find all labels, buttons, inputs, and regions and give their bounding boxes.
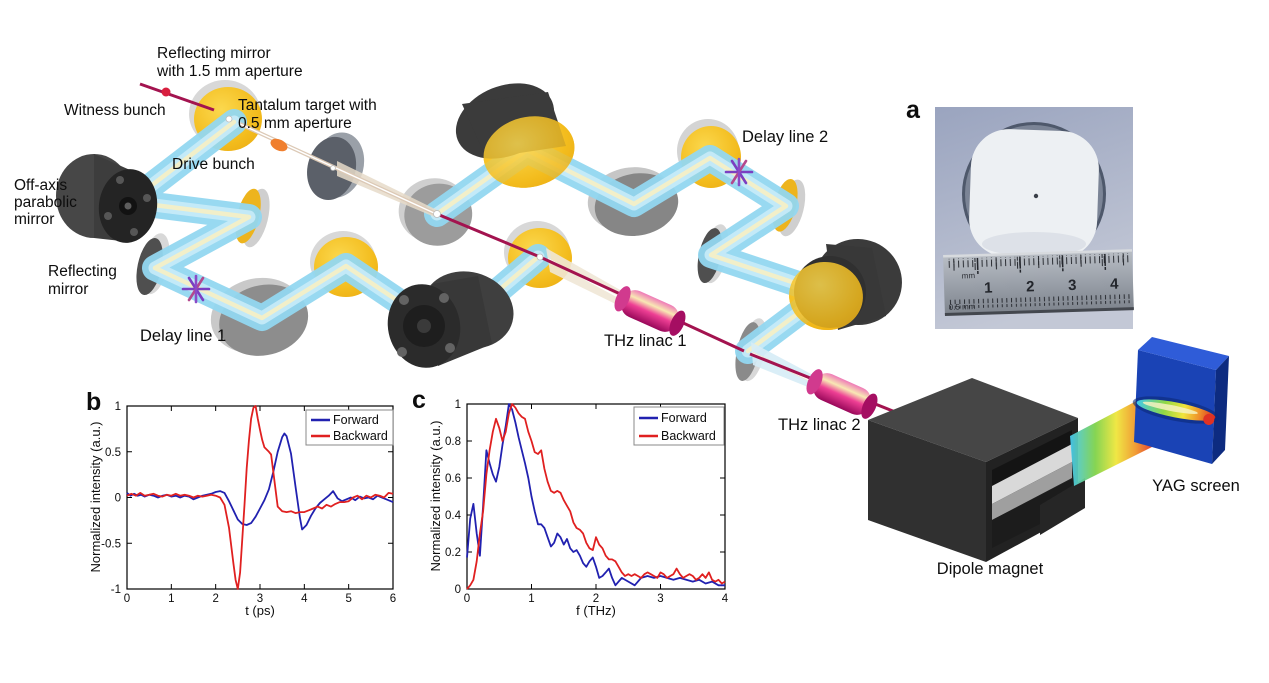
x-tick-label: 0: [124, 593, 130, 605]
ruler-number-4: 4: [1110, 276, 1120, 293]
dipole-pole-lower: [992, 462, 1072, 520]
y-tick-label: 0: [455, 584, 461, 596]
label-reflecting-mirror: Reflecting: [48, 263, 117, 280]
label-witness-bunch: Witness bunch: [64, 102, 166, 119]
svg-text:0.5 mm aperture: 0.5 mm aperture: [238, 115, 352, 132]
x-tick-label: 6: [390, 593, 396, 605]
aperture-dot-2: [330, 165, 336, 171]
legend-forward-label-c: Forward: [661, 411, 707, 425]
ruler-bottom-ticks: [948, 294, 1131, 309]
plot-b: 0 1 2 3 4 5 6 -1 -0.5 0 0.5 1: [101, 401, 396, 605]
ruler-major-ticks: [944, 253, 1131, 276]
legend-forward-label: Forward: [333, 413, 379, 427]
y-tick-label: -1: [111, 584, 121, 596]
y-tick-label: 1: [115, 401, 121, 413]
gold-ring-overlay-1: [483, 116, 575, 188]
x-tick-label: 0: [464, 593, 470, 605]
plot-c: 0 1 2 3 4 0 0.2 0.4 0.6 0.8 1: [445, 399, 729, 605]
y-tick-label: 1: [455, 399, 461, 411]
legend-backward-label: Backward: [333, 429, 388, 443]
plot-b-xlabel: t (ps): [245, 603, 275, 618]
label-thz-linac-2: THz linac 2: [778, 416, 861, 434]
plot-b-ylabel: Normalized intensity (a.u.): [88, 422, 103, 573]
label-thz-linac-1: THz linac 1: [604, 332, 687, 350]
x-tick-label: 3: [257, 593, 263, 605]
delay-line-2-star-icon: [724, 157, 754, 187]
label-off-axis-parabolic-mirror: Off-axis: [14, 177, 67, 194]
panel-letter-a: a: [906, 96, 921, 124]
y-tick-label: 0.2: [445, 547, 461, 559]
thz-linac-1-device: [614, 286, 686, 336]
svg-text:mirror: mirror: [14, 211, 54, 228]
series-backward-c: [466, 403, 726, 590]
aperture-dot-4: [536, 253, 544, 261]
photo-ruler: mm 1 2 3 4 0.5 mm: [943, 249, 1134, 317]
x-tick-label: 4: [722, 593, 729, 605]
label-drive-bunch: Drive bunch: [172, 156, 255, 173]
series-forward-b: [126, 432, 394, 531]
gold-ring-overlay-2: [789, 261, 863, 331]
y-tick-label: 0.6: [445, 473, 461, 485]
ruler-number-1: 1: [984, 280, 993, 297]
svg-text:parabolic: parabolic: [14, 194, 77, 211]
off-axis-parabolic-mirror-2: [387, 271, 514, 368]
series-backward-b: [126, 405, 394, 590]
photo-mirror-aperture-dot: [1033, 193, 1039, 199]
panel-letter-c: c: [412, 386, 426, 414]
label-dipole-magnet: Dipole magnet: [937, 560, 1044, 578]
ruler-number-3: 3: [1068, 277, 1077, 294]
x-tick-label: 3: [657, 593, 663, 605]
witness-bunch-line: [139, 82, 215, 112]
diagram-labels: Reflecting mirror with 1.5 mm aperture W…: [14, 45, 1240, 578]
dispersed-beam: [1070, 396, 1154, 486]
y-tick-label: -0.5: [101, 538, 121, 550]
x-tick-label: 1: [168, 593, 174, 605]
label-delay-line-1: Delay line 1: [140, 327, 226, 345]
x-tick-label: 2: [212, 593, 218, 605]
beam-streak: [1132, 396, 1220, 425]
svg-text:with 1.5 mm aperture: with 1.5 mm aperture: [156, 63, 303, 80]
delay-line-1-star-icon: [181, 274, 211, 304]
y-tick-label: 0.8: [445, 436, 461, 448]
label-tantalum-target: Tantalum target with: [238, 97, 377, 114]
yag-screen-device: [1132, 337, 1229, 464]
dipole-pole-upper: [992, 444, 1072, 504]
aperture-dot-1: [225, 115, 233, 123]
label-yag-screen: YAG screen: [1152, 477, 1240, 495]
ruler-scale-note: 0.5 mm: [949, 302, 976, 312]
witness-bunch-dot: [161, 87, 171, 97]
plot-c-legend: Forward Backward: [633, 406, 725, 446]
x-tick-label: 1: [528, 593, 534, 605]
panel-letter-b: b: [86, 388, 101, 416]
ruler-number-2: 2: [1026, 278, 1035, 295]
off-axis-parabolic-mirror: [56, 154, 158, 243]
y-tick-label: 0: [115, 493, 121, 505]
x-tick-label: 5: [345, 593, 351, 605]
label-reflecting-mirror-aperture: Reflecting mirror: [157, 45, 271, 62]
label-delay-line-2: Delay line 2: [742, 128, 828, 146]
svg-text:mirror: mirror: [48, 281, 88, 298]
legend-backward-label-c: Backward: [661, 429, 716, 443]
aperture-dot-3: [433, 210, 441, 218]
photo-panel-a: mm 1 2 3 4 0.5 mm: [935, 107, 1134, 329]
plot-c-xlabel: f (THz): [576, 603, 616, 618]
plot-c-ylabel: Normalized intensity (a.u.): [428, 421, 443, 572]
dipole-magnet: [868, 378, 1085, 562]
y-tick-label: 0.4: [445, 510, 462, 522]
ruler-unit-label: mm: [962, 271, 976, 280]
photo-mirror-disc: [962, 122, 1106, 266]
plot-b-legend: Forward Backward: [305, 409, 394, 446]
thz-linac-2-device: [806, 369, 878, 419]
x-tick-label: 4: [301, 593, 308, 605]
y-tick-label: 0.5: [105, 447, 121, 459]
drive-bunch-dot: [270, 138, 288, 152]
x-tick-label: 2: [593, 593, 599, 605]
